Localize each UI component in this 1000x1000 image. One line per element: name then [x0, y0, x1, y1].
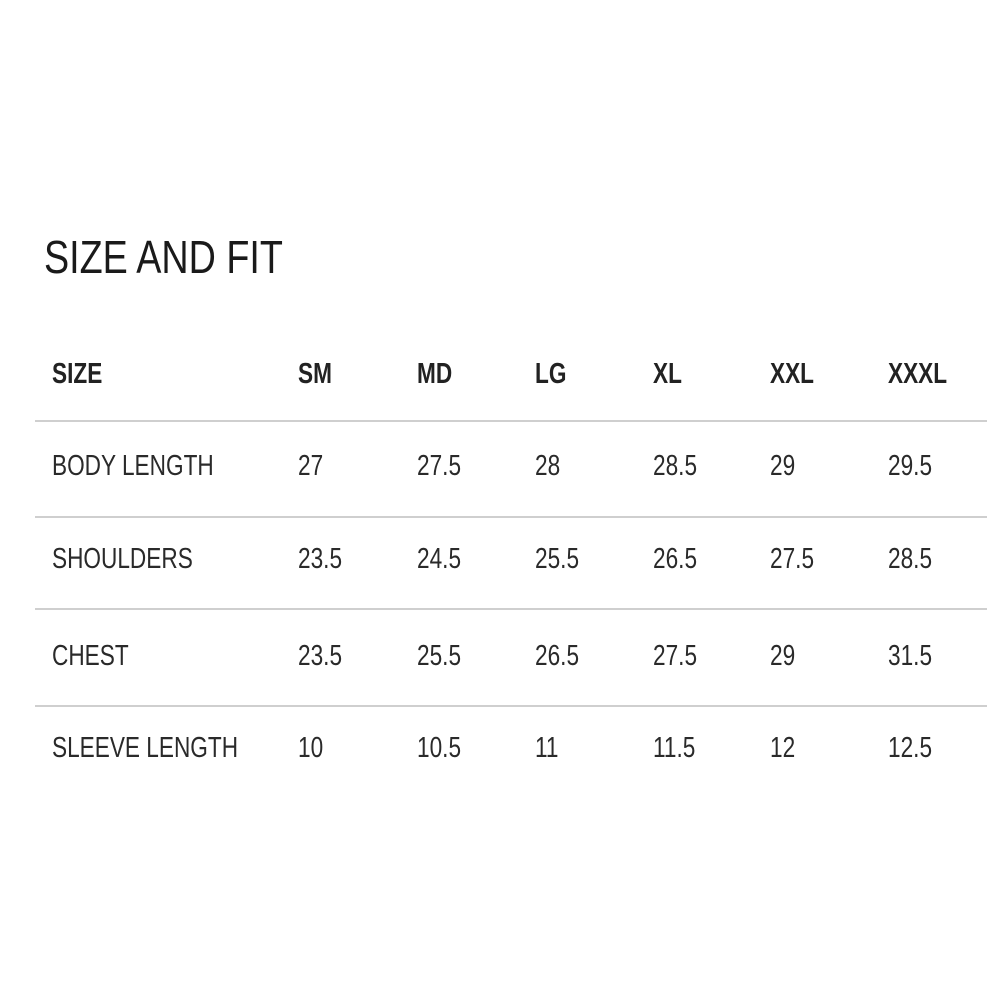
column-header: XXL	[770, 358, 814, 390]
table-cell: 11.5	[653, 732, 696, 764]
table-header-row: SIZE SM MD LG XL XXL XXXL	[0, 354, 1000, 394]
row-label: BODY LENGTH	[52, 450, 214, 482]
table-cell: 27.5	[417, 450, 462, 482]
row-divider	[35, 516, 987, 518]
column-header: MD	[417, 358, 453, 390]
table-row: BODY LENGTH 27 27.5 28 28.5 29 29.5	[0, 446, 1000, 486]
table-cell: 27	[298, 450, 324, 482]
table-cell: 12.5	[888, 732, 933, 764]
row-label: CHEST	[52, 640, 129, 672]
table-cell: 28.5	[653, 450, 698, 482]
column-header: XXXL	[888, 358, 948, 390]
table-cell: 12	[770, 732, 796, 764]
column-header: LG	[535, 358, 567, 390]
table-cell: 11	[535, 732, 559, 764]
table-row: SHOULDERS 23.5 24.5 25.5 26.5 27.5 28.5	[0, 539, 1000, 579]
table-row: CHEST 23.5 25.5 26.5 27.5 29 31.5	[0, 636, 1000, 676]
table-cell: 31.5	[888, 640, 933, 672]
table-cell: 10	[298, 732, 324, 764]
table-cell: 28	[535, 450, 561, 482]
column-header: SM	[298, 358, 332, 390]
table-cell: 23.5	[298, 543, 343, 575]
row-label: SLEEVE LENGTH	[52, 732, 239, 764]
table-cell: 29	[770, 450, 796, 482]
table-cell: 25.5	[535, 543, 580, 575]
column-header: SIZE	[52, 358, 103, 390]
table-cell: 27.5	[653, 640, 698, 672]
table-cell: 29.5	[888, 450, 933, 482]
table-cell: 23.5	[298, 640, 343, 672]
row-label: SHOULDERS	[52, 543, 193, 575]
table-cell: 27.5	[770, 543, 815, 575]
table-cell: 24.5	[417, 543, 462, 575]
page-title: SIZE AND FIT	[44, 231, 283, 283]
table-cell: 25.5	[417, 640, 462, 672]
column-header: XL	[653, 358, 682, 390]
table-cell: 28.5	[888, 543, 933, 575]
table-cell: 26.5	[653, 543, 698, 575]
table-row: SLEEVE LENGTH 10 10.5 11 11.5 12 12.5	[0, 728, 1000, 768]
row-divider	[35, 608, 987, 610]
row-divider	[35, 420, 987, 422]
table-cell: 10.5	[417, 732, 462, 764]
table-cell: 29	[770, 640, 796, 672]
table-cell: 26.5	[535, 640, 580, 672]
row-divider	[35, 705, 987, 707]
